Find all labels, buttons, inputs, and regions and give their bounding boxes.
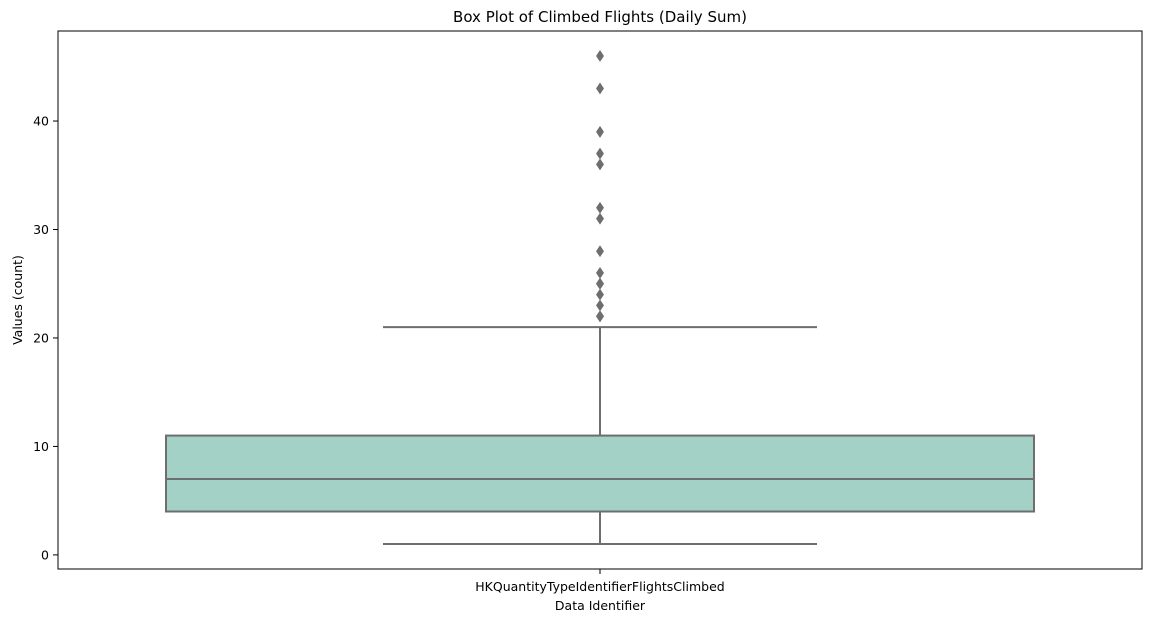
outlier-point	[596, 310, 604, 323]
outlier-point	[596, 245, 604, 258]
y-tick-label: 10	[33, 439, 49, 454]
outlier-point	[596, 288, 604, 301]
chart-title: Box Plot of Climbed Flights (Daily Sum)	[453, 8, 747, 26]
x-axis-label: Data Identifier	[555, 598, 646, 613]
y-axis: 0 10 20 30 40	[33, 114, 58, 562]
plot-area	[165, 50, 1035, 546]
outlier-point	[596, 50, 604, 62]
y-tick-label: 30	[33, 222, 49, 237]
outlier-point	[596, 277, 604, 290]
outlier-point	[596, 201, 604, 214]
y-tick-label: 20	[33, 330, 49, 345]
y-tick-label: 0	[41, 547, 49, 562]
outlier-point	[596, 158, 604, 171]
outlier-point	[596, 266, 604, 279]
iqr-box	[165, 434, 1035, 513]
outlier-point	[596, 82, 604, 95]
y-axis-label: Values (count)	[10, 255, 25, 345]
outlier-point	[596, 147, 604, 160]
outlier-point	[596, 212, 604, 225]
x-axis: HKQuantityTypeIdentifierFlightsClimbed	[475, 569, 725, 594]
outlier-point	[596, 299, 604, 312]
y-tick-label: 40	[33, 114, 49, 129]
x-tick-label: HKQuantityTypeIdentifierFlightsClimbed	[475, 579, 724, 594]
outlier-point	[596, 125, 604, 138]
